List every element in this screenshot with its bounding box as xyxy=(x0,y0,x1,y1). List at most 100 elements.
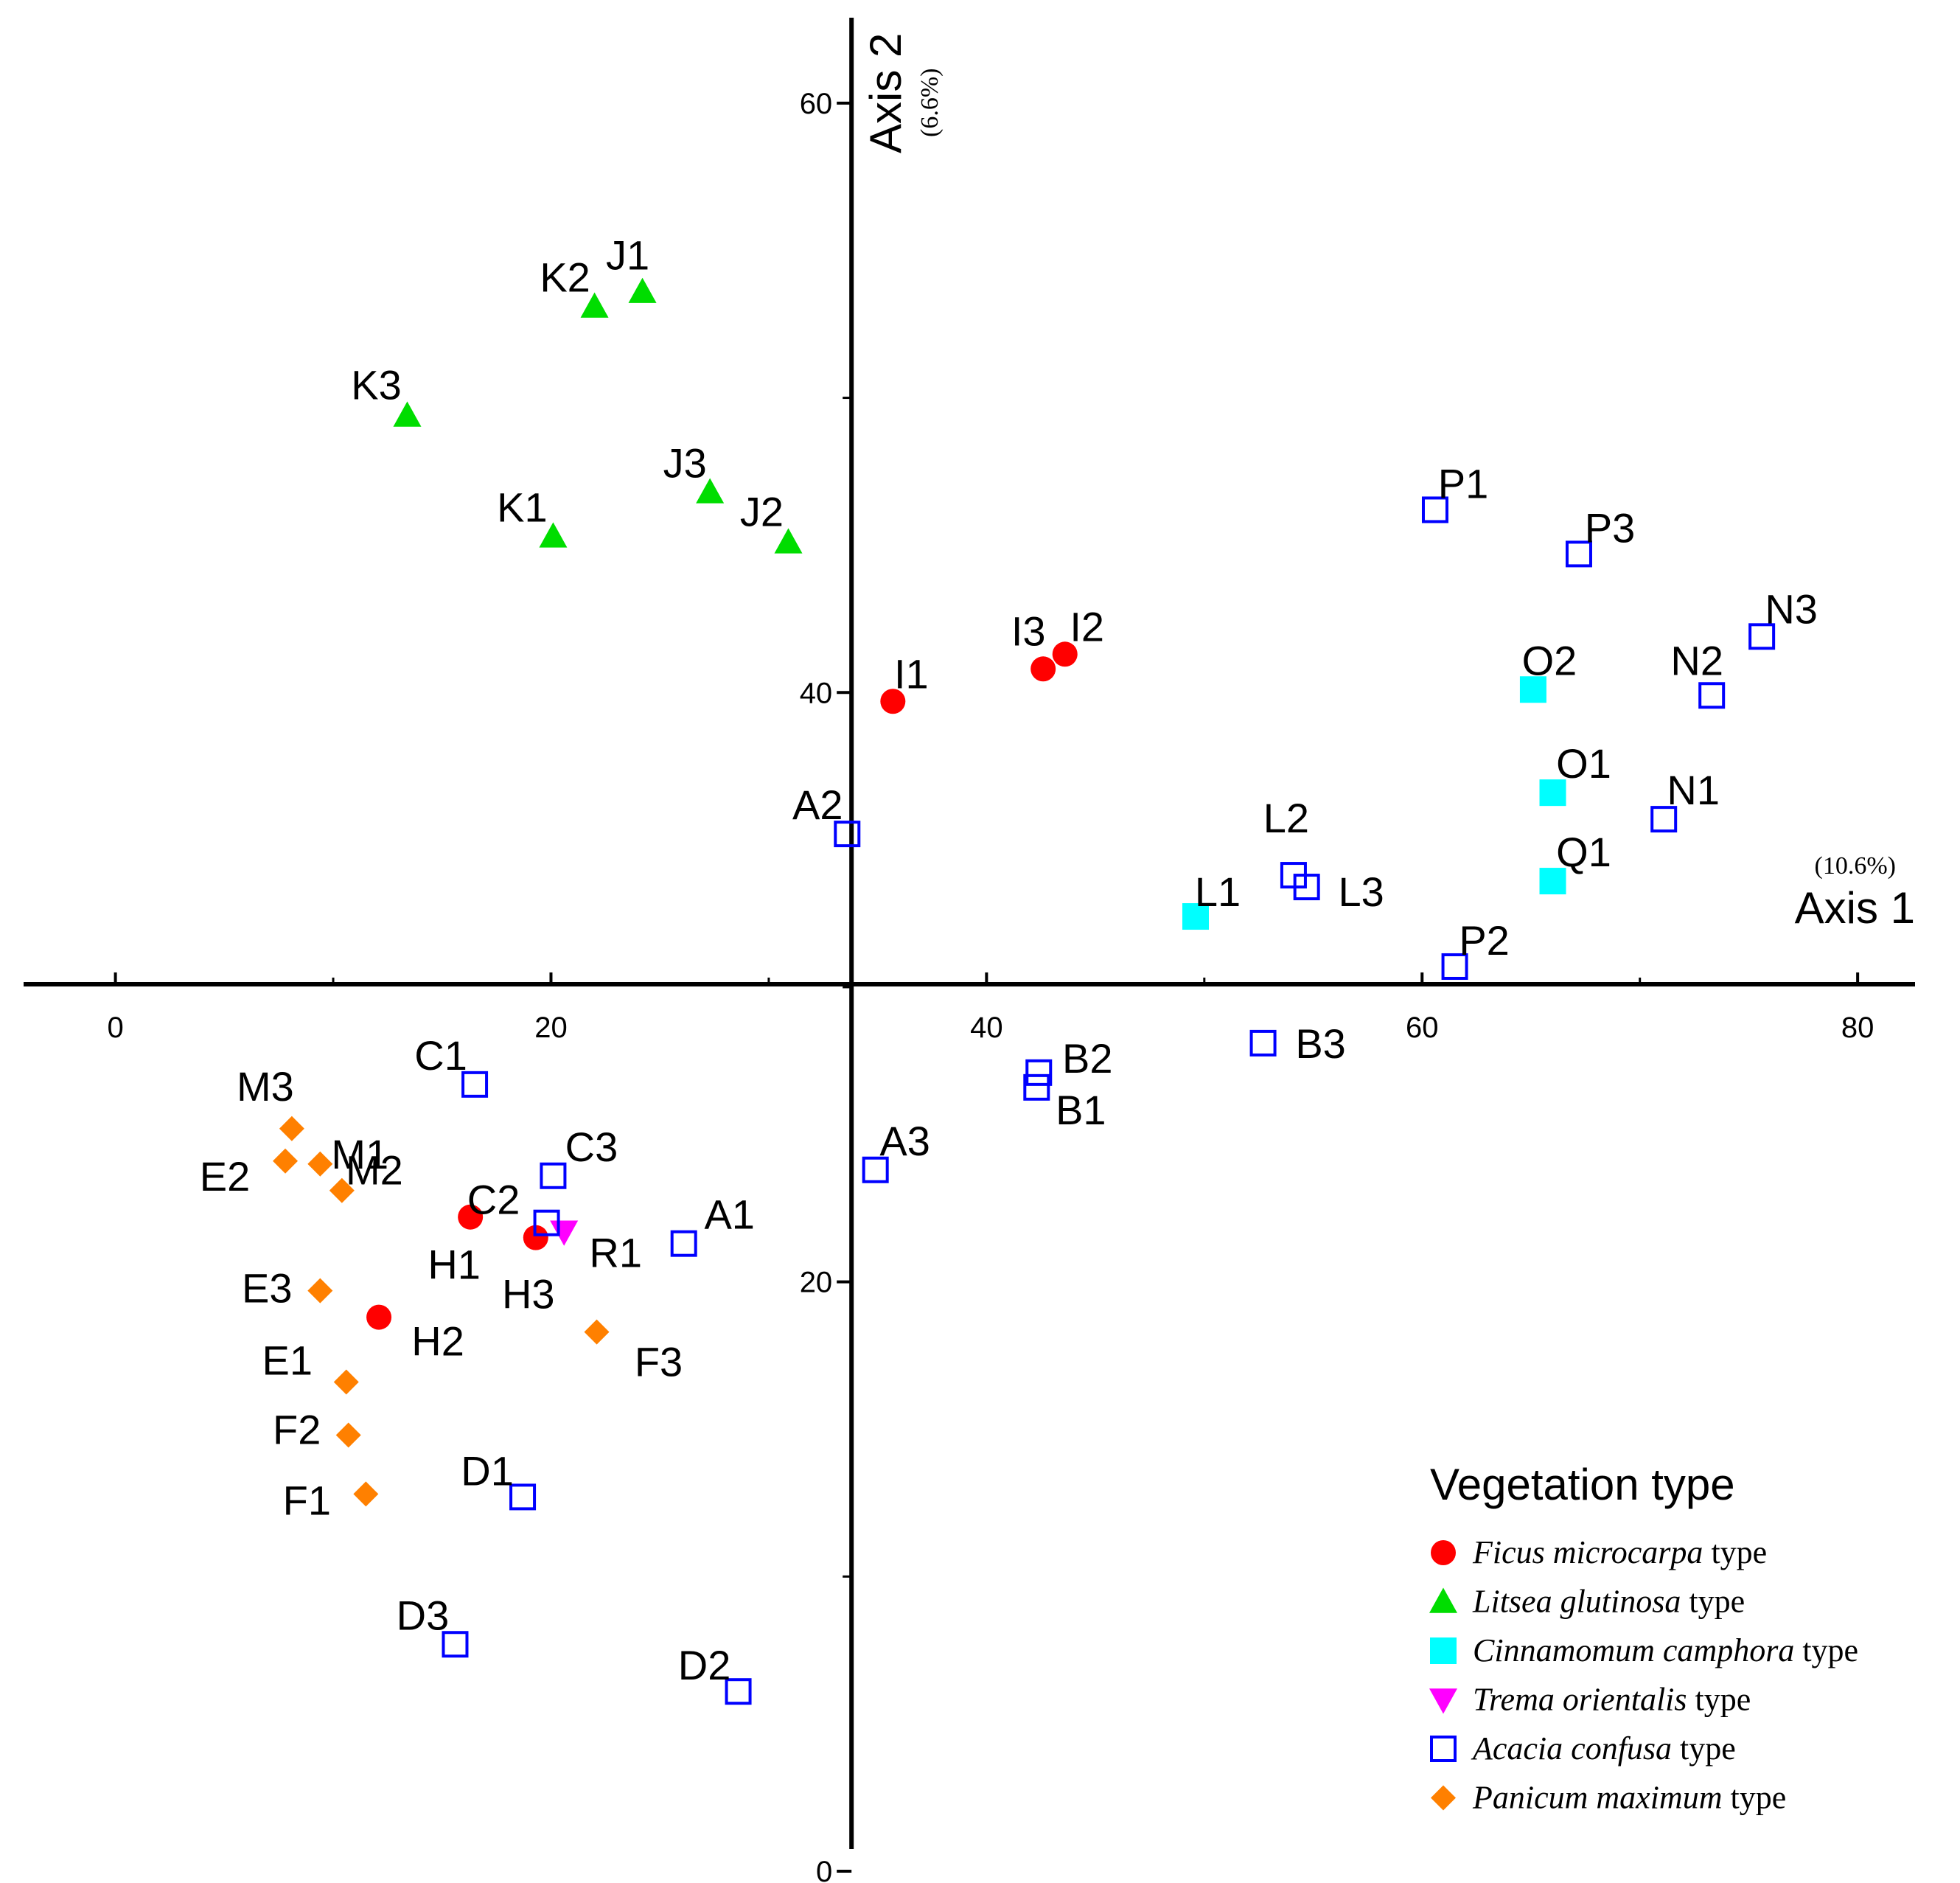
data-point-h1 xyxy=(458,1204,484,1230)
y-tick-label: 20 xyxy=(800,1267,833,1299)
point-label-b3: B3 xyxy=(1295,1020,1346,1067)
x-axis-percent: (10.6%) xyxy=(1815,852,1896,880)
data-point-h3 xyxy=(523,1225,548,1250)
legend-marker-litsea xyxy=(1429,1587,1457,1613)
point-label-j3: J3 xyxy=(663,439,707,486)
data-point-a3 xyxy=(862,1156,889,1183)
data-point-n3 xyxy=(1748,623,1776,650)
x-axis-title: Axis 1 xyxy=(1795,883,1915,933)
data-point-p2 xyxy=(1441,953,1468,980)
data-point-o2 xyxy=(1519,676,1546,703)
point-label-j1: J1 xyxy=(606,232,649,279)
legend-item-acacia: Acacia confusa type xyxy=(1471,1730,1736,1767)
legend-title: Vegetation type xyxy=(1430,1460,1735,1509)
point-label-d1: D1 xyxy=(461,1447,514,1494)
point-label-c1: C1 xyxy=(414,1032,467,1079)
point-label-d2: D2 xyxy=(678,1642,731,1688)
legend-item-litsea: Litsea glutinosa type xyxy=(1472,1584,1745,1620)
point-labels-layer: I1 I3 I2 H1 H3 H2 K2 J1 K3 J3 K1 J2 O2 O1 Q1 L1 R1 P1 P3 N3… xyxy=(200,232,1818,1689)
point-label-n1: N1 xyxy=(1667,767,1720,813)
point-label-d3: D3 xyxy=(397,1592,450,1638)
data-point-l3 xyxy=(1293,874,1320,901)
data-point-m1 xyxy=(307,1151,333,1177)
data-point-d2 xyxy=(725,1678,752,1705)
legend-item-panicum: Panicum maximum type xyxy=(1472,1780,1786,1816)
point-label-p1: P1 xyxy=(1438,460,1489,507)
data-point-d3 xyxy=(442,1631,469,1658)
data-point-i2 xyxy=(1052,641,1078,667)
data-point-j1 xyxy=(628,277,657,303)
data-point-e3 xyxy=(307,1278,333,1304)
data-point-b2 xyxy=(1025,1059,1053,1086)
data-point-b3 xyxy=(1249,1029,1277,1057)
data-point-i1 xyxy=(880,689,906,714)
data-point-k2 xyxy=(580,292,609,318)
data-point-p1 xyxy=(1421,496,1448,523)
legend-item-trema: Trema orientalis type xyxy=(1473,1682,1751,1718)
data-point-r1 xyxy=(550,1220,579,1246)
point-label-l3: L3 xyxy=(1339,869,1384,915)
data-point-k1 xyxy=(539,522,568,548)
point-label-h2: H2 xyxy=(411,1318,464,1365)
x-tick-label: 60 xyxy=(1406,1012,1439,1044)
point-label-i1: I1 xyxy=(894,650,929,697)
x-tick-label: 80 xyxy=(1841,1012,1874,1044)
point-label-m3: M3 xyxy=(237,1063,294,1110)
data-point-h2 xyxy=(366,1304,392,1330)
point-label-c2: C2 xyxy=(467,1177,520,1223)
point-label-i2: I2 xyxy=(1070,603,1104,650)
point-label-m2: M2 xyxy=(346,1147,403,1194)
point-label-p3: P3 xyxy=(1585,504,1636,551)
data-point-n2 xyxy=(1698,682,1726,709)
point-label-k3: K3 xyxy=(351,362,402,408)
point-label-f1: F1 xyxy=(283,1477,331,1523)
data-point-a2 xyxy=(834,821,861,848)
y-tick-label: 60 xyxy=(800,88,833,120)
points-layer xyxy=(273,277,1776,1705)
data-point-f1 xyxy=(353,1481,379,1507)
data-point-m2 xyxy=(329,1177,355,1203)
point-label-n2: N2 xyxy=(1670,637,1723,683)
point-label-q1: Q1 xyxy=(1556,829,1611,875)
axes-layer: 0 20 40 60 80 0 20 40 60 Axis 1 (10.6%) Axis 2 (6.6%… xyxy=(24,18,1915,1883)
y-axis-percent: (6.6%) xyxy=(916,69,944,137)
data-point-k3 xyxy=(393,401,422,427)
x-tick-label: 0 xyxy=(107,1012,123,1044)
point-label-o1: O1 xyxy=(1556,740,1611,787)
point-label-c3: C3 xyxy=(565,1124,618,1170)
legend-item-ficus: Ficus microcarpa type xyxy=(1472,1534,1767,1570)
point-label-k1: K1 xyxy=(497,484,548,530)
point-label-n3: N3 xyxy=(1765,585,1818,632)
point-label-l2: L2 xyxy=(1263,795,1309,841)
legend: Vegetation type Ficus microcarpa type Lits… xyxy=(1429,1460,1858,1816)
data-point-q1 xyxy=(1539,868,1566,895)
legend-marker-trema xyxy=(1429,1688,1457,1714)
point-label-k2: K2 xyxy=(540,254,590,301)
y-tick-label: 0 xyxy=(816,1856,832,1883)
data-point-j2 xyxy=(774,528,803,554)
point-label-h1: H1 xyxy=(428,1242,481,1288)
data-point-l1 xyxy=(1182,903,1209,930)
data-point-e1 xyxy=(333,1369,359,1395)
data-point-f3 xyxy=(584,1319,610,1345)
data-point-a1 xyxy=(670,1230,697,1257)
point-label-r1: R1 xyxy=(589,1230,642,1276)
point-label-j2: J2 xyxy=(740,488,784,535)
data-point-d1 xyxy=(509,1483,537,1511)
x-tick-label: 20 xyxy=(534,1012,568,1044)
point-label-a3: A3 xyxy=(879,1118,930,1164)
data-point-e2 xyxy=(273,1148,299,1174)
point-label-l1: L1 xyxy=(1195,869,1241,915)
data-point-f2 xyxy=(335,1422,361,1448)
point-label-e1: E1 xyxy=(262,1337,313,1384)
data-point-c3 xyxy=(540,1162,567,1189)
data-point-o1 xyxy=(1539,779,1566,807)
data-point-n1 xyxy=(1650,806,1678,833)
data-point-j3 xyxy=(696,478,725,504)
x-tick-label: 40 xyxy=(970,1012,1003,1044)
point-label-e2: E2 xyxy=(200,1153,251,1200)
point-label-a1: A1 xyxy=(704,1191,755,1238)
point-label-o2: O2 xyxy=(1522,637,1577,683)
